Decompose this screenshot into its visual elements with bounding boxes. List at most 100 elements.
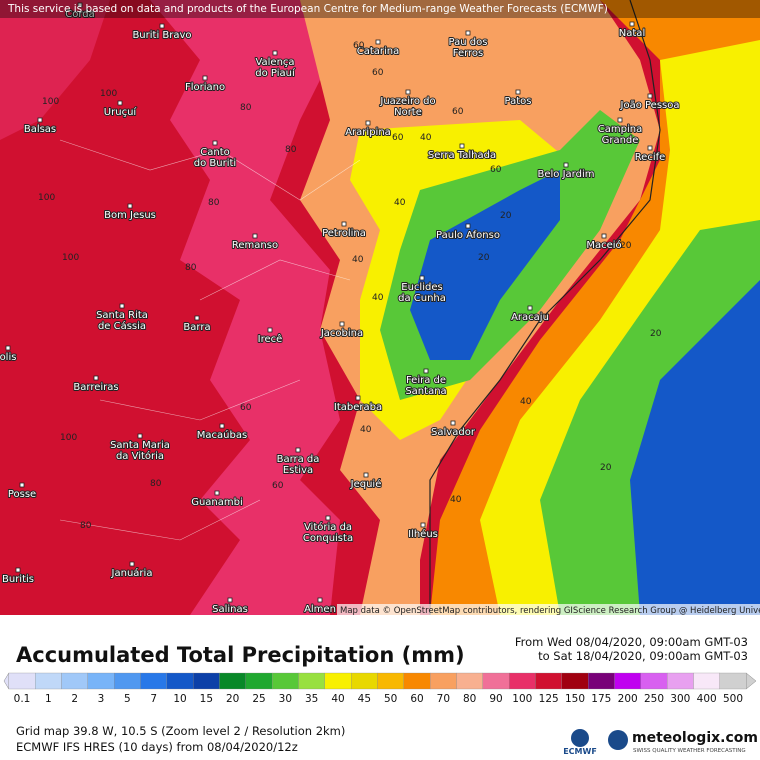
ecmwf-logo (571, 729, 589, 747)
city-label: Grande (602, 135, 639, 146)
contour-label: 80 (240, 103, 252, 113)
legend-swatch (140, 672, 167, 690)
city-label: da Cunha (398, 293, 446, 304)
city-label: Buritis (2, 574, 34, 585)
city-marker (77, 2, 83, 8)
contour-label: 40 (394, 198, 406, 208)
legend-swatch (535, 672, 562, 690)
city-label: Uruçuí (104, 106, 138, 118)
notice: This service is based on data and produc… (7, 3, 608, 15)
legend-swatch (640, 672, 668, 690)
legend-swatch (35, 672, 62, 690)
city-marker (563, 162, 569, 168)
contour-label: 20 (600, 463, 612, 473)
legend-swatch (114, 672, 141, 690)
legend-value: 2 (71, 693, 78, 705)
attribution-bg (337, 604, 760, 615)
legend-swatch (272, 672, 299, 690)
city-marker (15, 567, 21, 573)
city-marker (601, 233, 607, 239)
map (0, 0, 760, 615)
city-label: Valença (255, 57, 294, 68)
contour-label: 100 (62, 253, 79, 263)
city-label: Macaúbas (197, 429, 247, 441)
city-label: Itaberaba (334, 402, 382, 413)
legend-swatch (667, 672, 694, 690)
city-label: Remanso (232, 240, 278, 251)
city-label: de Cássia (98, 320, 146, 332)
contour-label: 80 (150, 479, 162, 489)
city-marker (363, 472, 369, 478)
city-label: Petrolina (322, 228, 366, 239)
legend-value: 175 (591, 693, 611, 705)
contour-label: 60 (490, 165, 502, 175)
city-marker (127, 203, 133, 209)
contour-label: 80 (285, 145, 297, 155)
city-label: Paulo Afonso (436, 230, 500, 241)
tagline: SWISS QUALITY WEATHER FORECASTING (633, 748, 746, 754)
brand-logo (608, 730, 628, 750)
contour-label: 80 (80, 521, 92, 531)
city-label: Barra (183, 322, 210, 333)
legend-value: 25 (252, 693, 265, 705)
city-marker (459, 143, 465, 149)
city-marker (252, 233, 258, 239)
legend-value: 50 (384, 693, 397, 705)
city-label: Feira de (406, 375, 446, 386)
contour-label: 40 (450, 495, 462, 505)
city-marker (93, 375, 99, 381)
legend-value: 125 (539, 693, 559, 705)
legend-value: 200 (618, 693, 638, 705)
legend-swatch (377, 672, 404, 690)
city-marker (450, 420, 456, 426)
city-label: do Buriti (194, 158, 236, 169)
contour-label: 100 (42, 97, 59, 107)
city-label: Corda (65, 9, 95, 20)
city-label: Vitória da (304, 521, 352, 533)
city-label: Belo Jardim (538, 169, 595, 180)
legend-swatch (298, 672, 325, 690)
city-marker (325, 515, 331, 521)
city-label: Conquista (303, 533, 353, 544)
city-marker (212, 140, 218, 146)
legend-value: 400 (697, 693, 717, 705)
city-marker (339, 321, 345, 327)
contour-label: 20 (478, 253, 490, 263)
city-label: Campina (598, 124, 642, 135)
date-from: From Wed 08/04/2020, 09:00am GMT-03 (515, 635, 748, 649)
city-marker (423, 368, 429, 374)
legend-swatch (324, 672, 352, 690)
city-label: Patos (505, 96, 532, 107)
city-label: Maceió (586, 239, 621, 251)
legend-swatch (61, 672, 88, 690)
contour-label: 60 (272, 481, 284, 491)
legend-value: 150 (565, 693, 585, 705)
city-label: Balsas (24, 124, 56, 135)
city-label: olis (0, 352, 16, 363)
city-marker (420, 522, 426, 528)
legend-value: 70 (437, 693, 450, 705)
legend-value: 80 (463, 693, 476, 705)
city-marker (227, 597, 233, 603)
contour-label: 60 (392, 133, 404, 143)
city-label: Canto (200, 147, 230, 158)
legend-swatch (166, 672, 194, 690)
city-marker (19, 482, 25, 488)
city-marker (405, 89, 411, 95)
city-label: da Vitória (116, 450, 164, 462)
city-label: Buriti Bravo (132, 30, 191, 41)
city-label: Posse (8, 489, 36, 500)
ecmwf-text: ECMWF (563, 747, 597, 756)
city-label: Barra da (277, 454, 320, 465)
city-marker (5, 345, 11, 351)
legend-value: 45 (358, 693, 371, 705)
city-label: Jequié (350, 478, 382, 490)
contour-label: 60 (240, 403, 252, 413)
legend-value: 300 (670, 693, 690, 705)
city-label: Jacobina (320, 328, 363, 339)
city-marker (341, 221, 347, 227)
legend-value: 20 (226, 693, 239, 705)
city-marker (647, 145, 653, 151)
city-label: Almen (304, 604, 336, 615)
